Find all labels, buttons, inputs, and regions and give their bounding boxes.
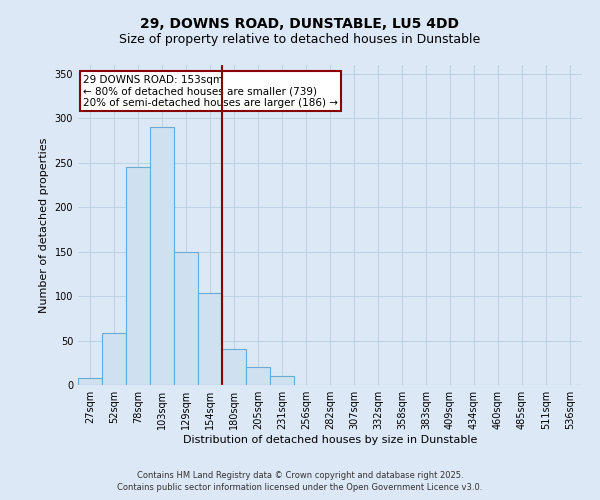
Text: Size of property relative to detached houses in Dunstable: Size of property relative to detached ho… (119, 32, 481, 46)
Bar (222, 350, 246, 385)
Bar (270, 376, 294, 385)
Bar (198, 292, 222, 385)
Bar (102, 334, 126, 385)
Bar (126, 167, 150, 385)
Bar (174, 252, 198, 385)
Text: 29 DOWNS ROAD: 153sqm
← 80% of detached houses are smaller (739)
20% of semi-det: 29 DOWNS ROAD: 153sqm ← 80% of detached … (83, 74, 338, 108)
X-axis label: Distribution of detached houses by size in Dunstable: Distribution of detached houses by size … (183, 435, 477, 445)
Text: 29, DOWNS ROAD, DUNSTABLE, LU5 4DD: 29, DOWNS ROAD, DUNSTABLE, LU5 4DD (140, 18, 460, 32)
Bar (150, 127, 174, 385)
Bar (78, 378, 102, 385)
Bar (246, 367, 270, 385)
Text: Contains HM Land Registry data © Crown copyright and database right 2025.
Contai: Contains HM Land Registry data © Crown c… (118, 471, 482, 492)
Y-axis label: Number of detached properties: Number of detached properties (39, 138, 49, 312)
